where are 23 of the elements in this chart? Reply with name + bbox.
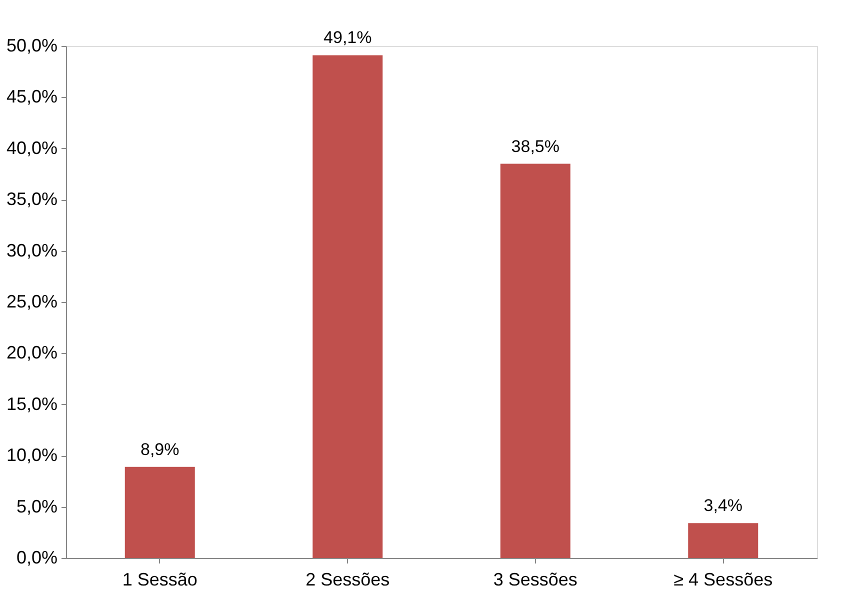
y-tick-label: 50,0%: [6, 36, 58, 56]
x-tick-label: 3 Sessões: [493, 570, 578, 590]
data-label: 3,4%: [704, 496, 742, 516]
y-tick-label: 35,0%: [6, 189, 58, 210]
y-tick-label: 0,0%: [16, 548, 58, 568]
y-tick-label: 20,0%: [6, 342, 58, 363]
y-tick-label: 30,0%: [6, 240, 58, 260]
y-tick-label: 10,0%: [6, 445, 58, 466]
data-label: 38,5%: [511, 136, 560, 156]
x-tick-label: 1 Sessão: [122, 570, 198, 590]
data-label: 49,1%: [324, 28, 372, 48]
x-tick-label: 2 Sessões: [306, 570, 390, 590]
y-tick-label: 15,0%: [6, 394, 58, 414]
y-tick-label: 5,0%: [16, 496, 58, 516]
y-tick-label: 25,0%: [6, 292, 58, 312]
x-tick-label: ≥ 4 Sessões: [674, 570, 773, 590]
y-tick-label: 45,0%: [6, 86, 58, 107]
bar: [124, 466, 195, 558]
data-label: 8,9%: [140, 440, 180, 459]
y-tick-label: 40,0%: [6, 138, 58, 158]
bar: [500, 164, 570, 558]
bar: [312, 55, 383, 558]
bar: [688, 523, 758, 558]
